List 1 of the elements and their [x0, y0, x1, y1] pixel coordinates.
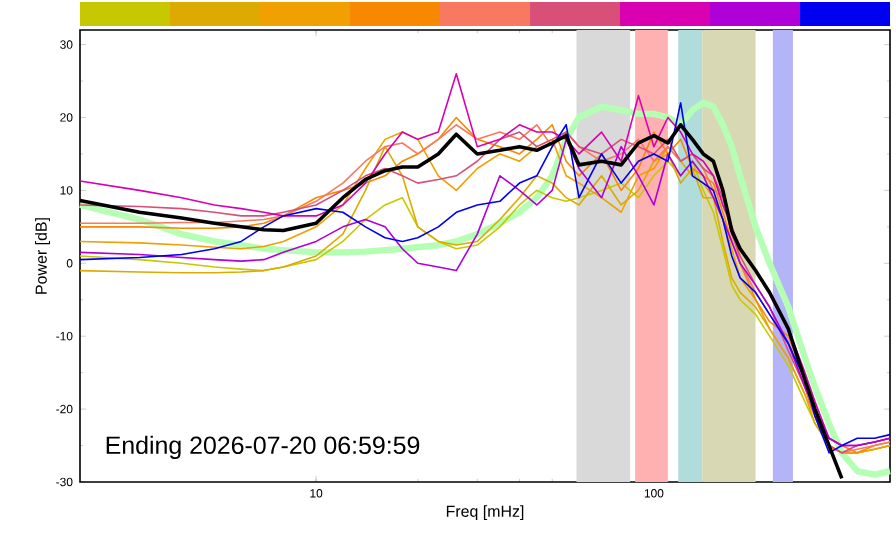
annotation: Ending 2026-07-20 06:59:59 [106, 435, 420, 459]
